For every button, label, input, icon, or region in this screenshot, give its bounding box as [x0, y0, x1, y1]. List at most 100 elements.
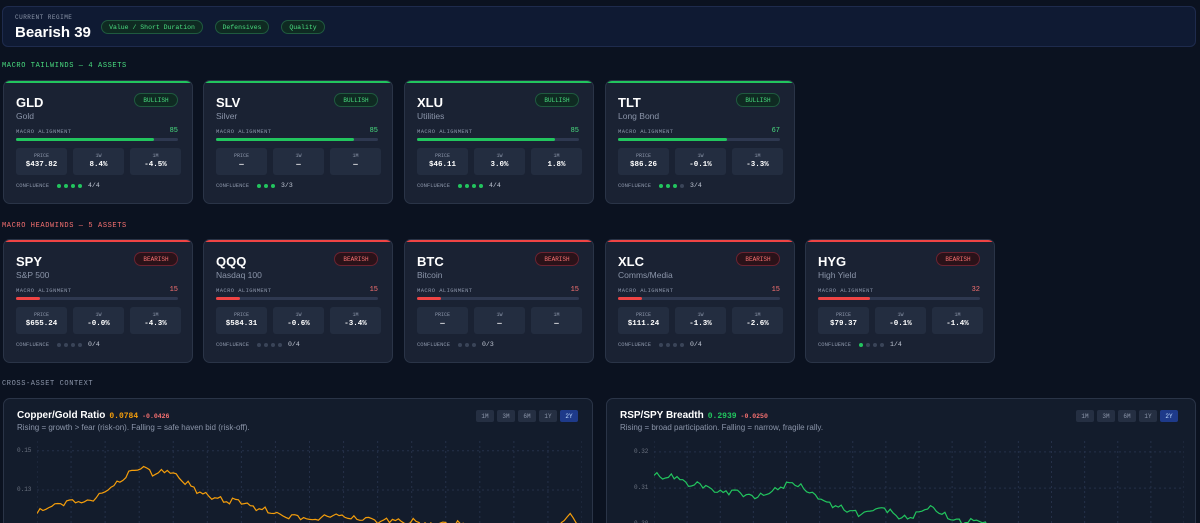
card-accent-bar	[806, 240, 994, 242]
alignment-track	[818, 297, 980, 300]
asset-card[interactable]: SLV Silver BULLISH MACRO ALIGNMENT 85 PRICE —1…	[203, 80, 393, 204]
range-button-1m[interactable]: 1M	[1076, 410, 1094, 422]
stat-label: 1M	[553, 153, 560, 159]
month-change: -3.3%	[746, 161, 769, 169]
series-line	[37, 465, 465, 523]
alignment-score: 15	[570, 286, 579, 294]
asset-card[interactable]: TLT Long Bond BULLISH MACRO ALIGNMENT 67 PRIC…	[605, 80, 795, 204]
stat-label: PRICE	[33, 312, 49, 318]
asset-card[interactable]: XLU Utilities BULLISH MACRO ALIGNMENT 85 PRIC…	[404, 80, 594, 204]
week-change: —	[497, 320, 502, 328]
card-accent-bar	[4, 240, 192, 242]
asset-card[interactable]: XLC Comms/Media BEARISH MACRO ALIGNMENT 15 PR…	[605, 239, 795, 363]
confluence-count: 3/3	[281, 182, 293, 189]
confluence-dot	[479, 183, 484, 188]
week-box: 1W -0.0%	[73, 307, 124, 334]
asset-card[interactable]: HYG High Yield BEARISH MACRO ALIGNMENT 32 PRI…	[805, 239, 995, 363]
asset-name: Long Bond	[618, 111, 660, 121]
month-box: 1M -2.6%	[732, 307, 783, 334]
month-box: 1M -4.3%	[130, 307, 181, 334]
alignment-label: MACRO ALIGNMENT	[16, 128, 72, 135]
stat-label: 1W	[95, 153, 102, 159]
range-button-6m[interactable]: 6M	[518, 410, 536, 422]
month-change: -1.4%	[946, 320, 969, 328]
range-button-1y[interactable]: 1Y	[539, 410, 557, 422]
alignment-score: 32	[971, 286, 980, 294]
range-selector[interactable]: 1M 3M 6M 1Y 2Y	[1076, 410, 1178, 422]
asset-card[interactable]: GLD Gold BULLISH MACRO ALIGNMENT 85 PRICE $437…	[3, 80, 193, 204]
stat-label: 1W	[295, 312, 302, 318]
alignment-track	[216, 297, 378, 300]
confluence-dot	[673, 183, 678, 188]
confluence-label: CONFLUENCE	[618, 182, 652, 189]
alignment-track	[417, 297, 579, 300]
week-box: 1W 8.4%	[73, 148, 124, 175]
ticker: BTC	[417, 254, 444, 269]
headwinds-title: MACRO HEADWINDS — 5 ASSETS	[2, 222, 127, 230]
month-change: —	[554, 320, 559, 328]
confluence-label: CONFLUENCE	[16, 182, 50, 189]
alignment-fill	[216, 138, 354, 141]
price-box: PRICE —	[417, 307, 468, 334]
context-title: CROSS-ASSET CONTEXT	[2, 380, 94, 388]
alignment-track	[417, 138, 579, 141]
alignment-fill	[417, 138, 555, 141]
confluence-dot	[680, 342, 685, 347]
asset-name: Comms/Media	[618, 270, 673, 280]
alignment-score: 15	[169, 286, 178, 294]
confluence-dot	[271, 342, 276, 347]
y-tick-label: 0.32	[634, 447, 649, 455]
stat-label: PRICE	[33, 153, 49, 159]
stat-label: PRICE	[635, 153, 651, 159]
asset-card[interactable]: SPY S&P 500 BEARISH MACRO ALIGNMENT 15 PRICE $…	[3, 239, 193, 363]
confluence-dot	[271, 183, 276, 188]
range-button-6m[interactable]: 6M	[1118, 410, 1136, 422]
stat-label: 1M	[152, 312, 159, 318]
confluence-dot	[472, 183, 477, 188]
confluence-dot	[57, 342, 62, 347]
stat-label: PRICE	[434, 153, 450, 159]
asset-name: Nasdaq 100	[216, 270, 262, 280]
ticker: SPY	[16, 254, 43, 269]
range-button-1m[interactable]: 1M	[476, 410, 494, 422]
alignment-fill	[417, 297, 442, 300]
series-line	[560, 512, 578, 523]
range-button-3m[interactable]: 3M	[1097, 410, 1115, 422]
confluence-row: CONFLUENCE 3/3	[216, 182, 293, 189]
confluence-dot	[880, 342, 885, 347]
price-box: PRICE $79.37	[818, 307, 869, 334]
confluence-dot	[666, 342, 671, 347]
alignment-label: MACRO ALIGNMENT	[16, 287, 72, 294]
range-button-1y[interactable]: 1Y	[1139, 410, 1157, 422]
alignment-label: MACRO ALIGNMENT	[216, 287, 272, 294]
stat-label: 1M	[754, 312, 761, 318]
range-button-3m[interactable]: 3M	[497, 410, 515, 422]
week-box: 1W -0.1%	[875, 307, 926, 334]
alignment-score: 85	[570, 127, 579, 135]
range-button-2y[interactable]: 2Y	[1160, 410, 1178, 422]
regime-label: CURRENT REGIME	[15, 14, 73, 21]
asset-card[interactable]: BTC Bitcoin BEARISH MACRO ALIGNMENT 15 PRICE —…	[404, 239, 594, 363]
confluence-dot	[465, 342, 470, 347]
range-selector[interactable]: 1M 3M 6M 1Y 2Y	[476, 410, 578, 422]
alignment-label: MACRO ALIGNMENT	[618, 128, 674, 135]
stat-label: 1M	[352, 312, 359, 318]
confluence-row: CONFLUENCE 1/4	[818, 341, 902, 348]
asset-card[interactable]: QQQ Nasdaq 100 BEARISH MACRO ALIGNMENT 15 PRI…	[203, 239, 393, 363]
range-button-2y[interactable]: 2Y	[560, 410, 578, 422]
month-box: 1M -3.3%	[732, 148, 783, 175]
alignment-track	[216, 138, 378, 141]
confluence-label: CONFLUENCE	[818, 341, 852, 348]
alignment-fill	[618, 138, 727, 141]
alignment-label: MACRO ALIGNMENT	[417, 128, 473, 135]
confluence-label: CONFLUENCE	[618, 341, 652, 348]
card-accent-bar	[405, 81, 593, 83]
week-box: 1W -0.1%	[675, 148, 726, 175]
confluence-count: 0/4	[288, 341, 300, 348]
stat-label: PRICE	[233, 312, 249, 318]
price-value: —	[239, 161, 244, 169]
regime-tag: Defensives	[215, 20, 269, 34]
confluence-count: 0/3	[482, 341, 494, 348]
month-change: -2.6%	[746, 320, 769, 328]
confluence-count: 0/4	[88, 341, 100, 348]
